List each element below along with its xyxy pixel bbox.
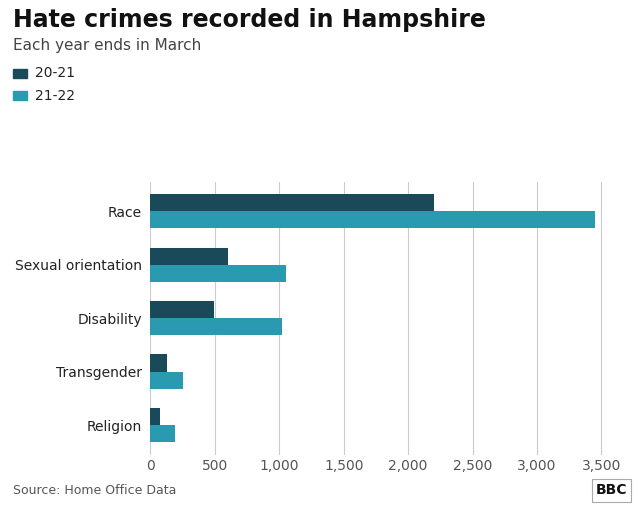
Bar [150, 372, 182, 389]
Text: 20-21: 20-21 [35, 66, 74, 80]
Bar [150, 211, 595, 228]
Text: 21-22: 21-22 [35, 89, 74, 103]
Text: Hate crimes recorded in Hampshire: Hate crimes recorded in Hampshire [13, 8, 486, 32]
Bar [150, 265, 285, 282]
Bar [150, 301, 214, 318]
Bar [150, 247, 228, 265]
Bar [150, 408, 160, 425]
Bar [150, 425, 175, 442]
Bar [150, 355, 166, 372]
Bar [150, 194, 434, 211]
Text: Source: Home Office Data: Source: Home Office Data [13, 484, 176, 497]
Bar [150, 318, 282, 335]
Text: Each year ends in March: Each year ends in March [13, 38, 201, 53]
Text: BBC: BBC [596, 483, 627, 497]
